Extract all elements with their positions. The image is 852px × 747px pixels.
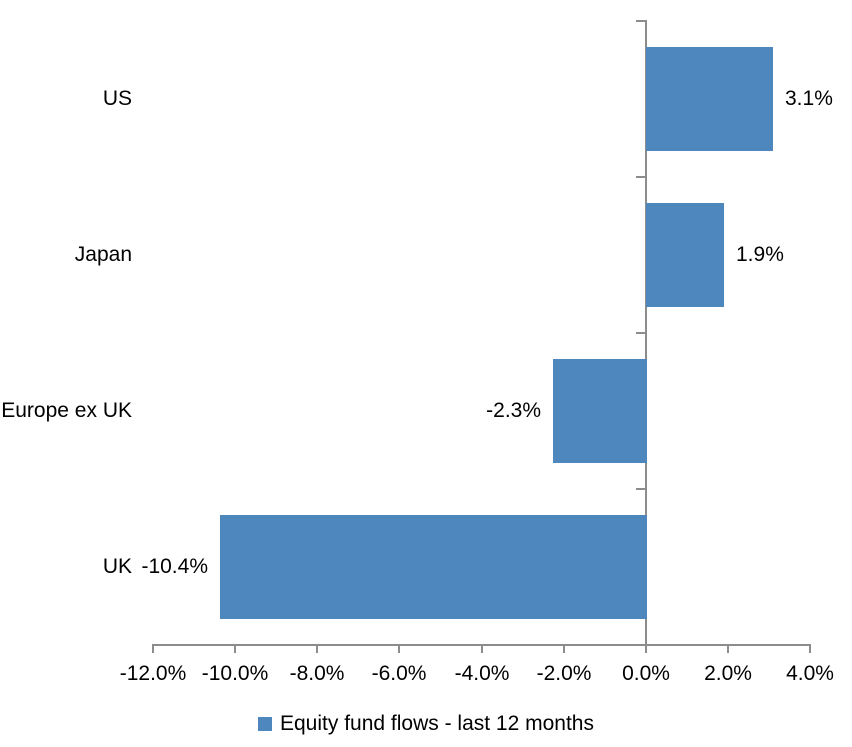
x-tick-label: -6.0% <box>371 662 427 685</box>
legend-swatch-icon <box>258 717 272 731</box>
bar-uk <box>220 515 647 619</box>
x-tick-label: -10.0% <box>201 662 269 685</box>
value-label-europe-ex-uk: -2.3% <box>486 399 541 422</box>
category-label-europe-ex-uk: Europe ex UK <box>1 399 132 422</box>
value-label-uk: -10.4% <box>141 555 208 578</box>
x-tick <box>645 644 647 653</box>
y-tick <box>636 488 645 490</box>
value-label-japan: 1.9% <box>736 243 784 266</box>
bar-japan <box>646 203 724 307</box>
x-tick <box>563 644 565 653</box>
y-tick <box>636 332 645 334</box>
x-tick-label: -12.0% <box>119 662 187 685</box>
legend-label: Equity fund flows - last 12 months <box>280 712 594 735</box>
x-tick <box>727 644 729 653</box>
x-tick <box>398 644 400 653</box>
x-tick <box>481 644 483 653</box>
y-tick <box>636 176 645 178</box>
value-label-us: 3.1% <box>785 87 833 110</box>
bar-us <box>646 47 773 151</box>
x-tick <box>152 644 154 653</box>
y-tick <box>636 20 645 22</box>
x-tick-label: -8.0% <box>289 662 345 685</box>
y-axis-line <box>645 20 647 646</box>
x-tick <box>316 644 318 653</box>
x-tick <box>234 644 236 653</box>
x-tick-label: -4.0% <box>454 662 510 685</box>
x-tick-label: 4.0% <box>786 662 834 685</box>
y-tick <box>636 644 645 646</box>
x-tick-label: -2.0% <box>536 662 592 685</box>
category-label-us: US <box>102 87 132 110</box>
x-tick-label: 2.0% <box>704 662 752 685</box>
legend: Equity fund flows - last 12 months <box>0 711 852 737</box>
x-tick <box>809 644 811 653</box>
bar-europe-ex-uk <box>553 359 647 463</box>
category-label-japan: Japan <box>74 243 132 266</box>
category-label-uk: UK <box>102 555 132 578</box>
x-tick-label: 0.0% <box>622 662 670 685</box>
